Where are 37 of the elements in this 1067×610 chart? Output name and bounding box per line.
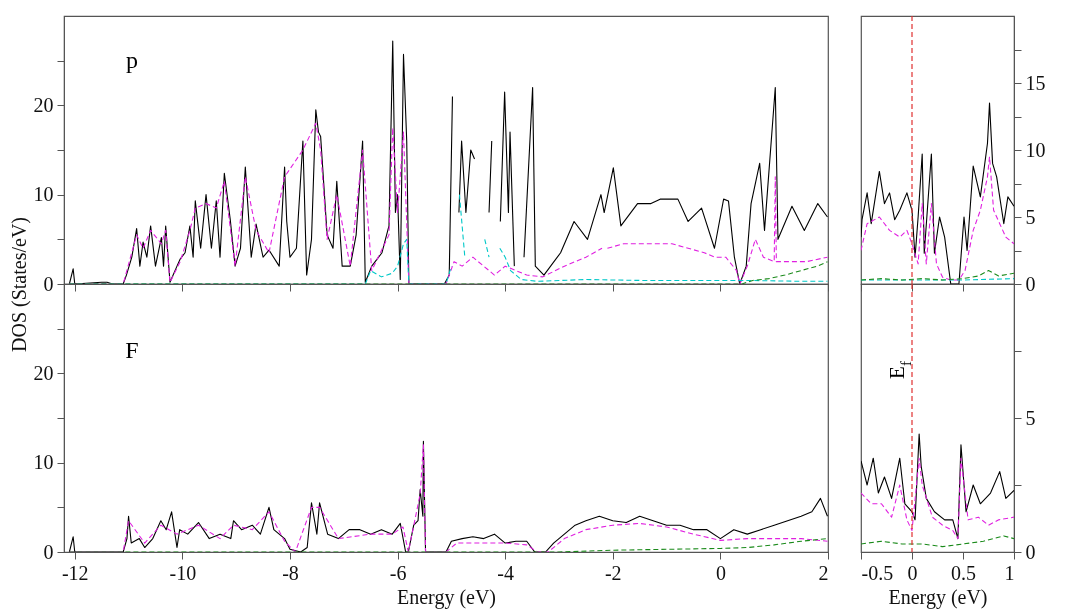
x-tick-label: 0 xyxy=(715,561,726,584)
line-series xyxy=(861,102,1014,284)
x-tick-label: -12 xyxy=(61,561,89,584)
x-tick-label: -0.5 xyxy=(861,561,894,584)
line-series xyxy=(861,457,1014,540)
line-series xyxy=(68,538,828,552)
y2-tick-label: 10 xyxy=(1025,138,1046,161)
annotation: p xyxy=(126,47,138,73)
x-axis-title: Energy (eV) xyxy=(396,585,497,609)
y-axis-title: DOS (States/eV) xyxy=(7,217,31,352)
y-tick-label: 10 xyxy=(33,183,54,206)
y2-tick-label: 0 xyxy=(1025,272,1036,295)
y2-tick-label: 5 xyxy=(1025,406,1036,429)
x-tick-label: 0.5 xyxy=(951,561,976,584)
line-series xyxy=(861,156,1014,281)
annotation: F xyxy=(125,337,139,363)
ref-line-label: Ef xyxy=(885,360,914,379)
x-tick-label: 1 xyxy=(1004,561,1015,584)
x-tick-label: -2 xyxy=(604,561,622,584)
y-tick-label: 0 xyxy=(43,540,54,563)
y-tick-label: 10 xyxy=(33,451,54,474)
x-tick-label: -6 xyxy=(389,561,407,584)
x-tick-label: -10 xyxy=(169,561,197,584)
line-series xyxy=(861,535,1014,548)
x-axis-title: Energy (eV) xyxy=(888,585,988,609)
y2-tick-label: 15 xyxy=(1025,71,1046,94)
y-tick-label: 20 xyxy=(33,361,54,384)
y-tick-label: 20 xyxy=(33,93,54,116)
y2-tick-label: 5 xyxy=(1025,205,1036,228)
y-tick-label: 0 xyxy=(43,272,54,295)
x-tick-label: -8 xyxy=(282,561,299,584)
line-series xyxy=(68,261,828,284)
x-tick-label: 0 xyxy=(907,561,918,584)
x-tick-label: 2 xyxy=(818,561,829,584)
y2-tick-label: 0 xyxy=(1025,540,1036,563)
line-series xyxy=(861,270,1014,281)
x-tick-label: -4 xyxy=(497,561,515,584)
